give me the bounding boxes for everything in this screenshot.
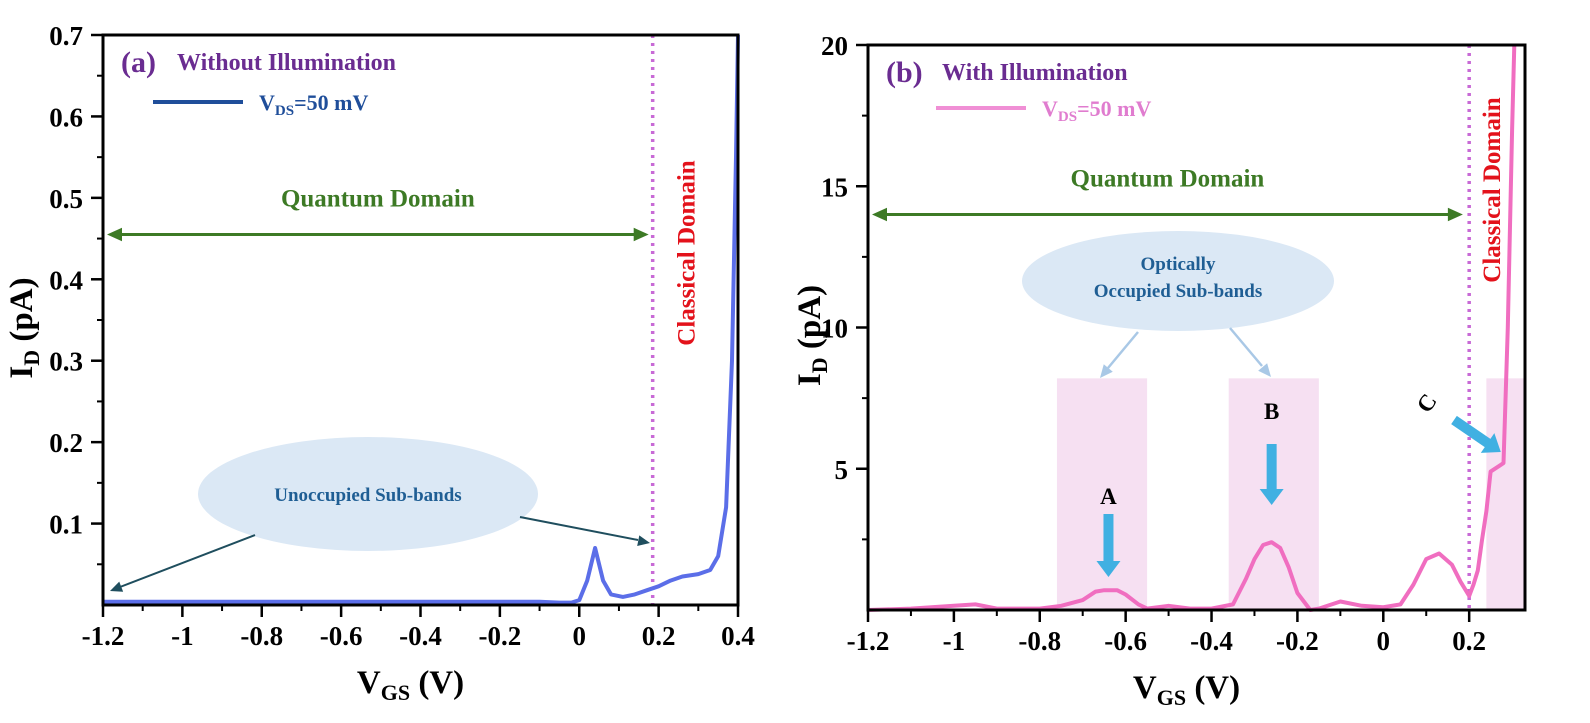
- ellipse-label: Unoccupied Sub-bands: [274, 485, 461, 506]
- x-tick-label: 0.2: [1452, 626, 1486, 656]
- y-tick-label: 0.6: [49, 102, 83, 132]
- peak-arrow-head: [1096, 561, 1121, 577]
- y-axis-title: ID (pA): [4, 277, 44, 378]
- quantum-domain-label: Quantum Domain: [1071, 166, 1265, 193]
- x-tick-label: 0: [573, 621, 587, 651]
- x-tick-label: -0.6: [1104, 626, 1147, 656]
- y-tick-label: 0.3: [49, 347, 83, 377]
- y-tick-label: 10: [821, 314, 848, 344]
- panel-title: With Illumination: [942, 60, 1128, 86]
- arrow-head: [1100, 364, 1113, 378]
- chart-panel-b: Quantum Domain Classical Domain -1.2 -1 -0.8…: [792, 31, 1527, 710]
- y-tick-label: 0.1: [49, 510, 83, 540]
- y-tick-label: 0.4: [49, 265, 83, 295]
- y-axis-title: ID (pA): [792, 285, 832, 386]
- x-axis-title: VGS (V): [1133, 670, 1240, 710]
- panel-letter: (b): [886, 56, 923, 89]
- chart-panel-a: Quantum Domain Classical Domain -1.2 -1 -0.8…: [4, 21, 755, 705]
- arrow-head: [633, 227, 649, 242]
- peak-arrow-head: [1480, 433, 1501, 453]
- peak-arrow-head: [1259, 489, 1284, 505]
- peak-label-b: B: [1264, 399, 1279, 424]
- arrow-head: [872, 207, 887, 222]
- x-axis-title: VGS (V): [357, 665, 464, 705]
- y-tick-label: 20: [821, 31, 848, 61]
- panel-letter: (a): [121, 46, 156, 79]
- arrow-head: [1258, 363, 1271, 377]
- y-tick-label: 0.5: [49, 184, 83, 214]
- x-tick-label: -0.4: [1190, 626, 1233, 656]
- x-tick-label: -0.2: [479, 621, 522, 651]
- ellipse-label: Optically: [1141, 254, 1216, 275]
- y-tick-label: 5: [835, 455, 849, 485]
- quantum-domain-label: Quantum Domain: [281, 186, 475, 213]
- x-tick-label: -0.4: [399, 621, 442, 651]
- arrow-head: [110, 581, 124, 592]
- data-series-line: [103, 34, 740, 605]
- x-tick-label: 0: [1377, 626, 1391, 656]
- peak-label-c: C: [1412, 389, 1442, 417]
- peak-arrow: [1266, 444, 1277, 491]
- x-tick-label: -1: [943, 626, 966, 656]
- legend-label: VDS=50 mV: [1042, 96, 1151, 125]
- x-tick-label: -0.2: [1276, 626, 1319, 656]
- legend-label: VDS=50 mV: [259, 90, 368, 119]
- x-tick-label: -1.2: [847, 626, 890, 656]
- peak-label-a: A: [1100, 484, 1117, 509]
- x-tick-label: -0.6: [320, 621, 363, 651]
- pointer-arrow-line: [1229, 327, 1263, 367]
- pointer-arrow-line: [1107, 331, 1139, 369]
- x-tick-label: -1.2: [82, 621, 125, 651]
- y-tick-label: 15: [821, 172, 848, 202]
- peak-arrow-c: [1451, 415, 1501, 453]
- peak-arrow: [1103, 514, 1114, 563]
- classical-domain-label: Classical Domain: [674, 160, 701, 346]
- sub-bands-ellipse: [198, 437, 538, 551]
- peak-arrow: [1451, 415, 1493, 449]
- sub-bands-ellipse: [1022, 231, 1334, 331]
- highlight-band: [1056, 378, 1148, 610]
- ellipse-label: Occupied Sub-bands: [1094, 281, 1262, 302]
- x-tick-label: -1: [171, 621, 194, 651]
- classical-domain-label: Classical Domain: [1479, 97, 1506, 283]
- pointer-arrow-line: [519, 516, 639, 541]
- x-tick-label: -0.8: [1018, 626, 1061, 656]
- y-tick-label: 0.7: [49, 21, 83, 51]
- y-tick-label: 0.2: [49, 428, 83, 458]
- panel-title: Without Illumination: [177, 50, 396, 76]
- arrow-head: [107, 227, 122, 242]
- arrow-head: [1447, 207, 1463, 222]
- pointer-arrow-line: [119, 534, 256, 588]
- x-tick-label: 0.2: [642, 621, 676, 651]
- arrow-head: [637, 535, 650, 546]
- data-series-line: [867, 44, 1517, 612]
- x-tick-label: 0.4: [721, 621, 755, 651]
- x-tick-label: -0.8: [240, 621, 283, 651]
